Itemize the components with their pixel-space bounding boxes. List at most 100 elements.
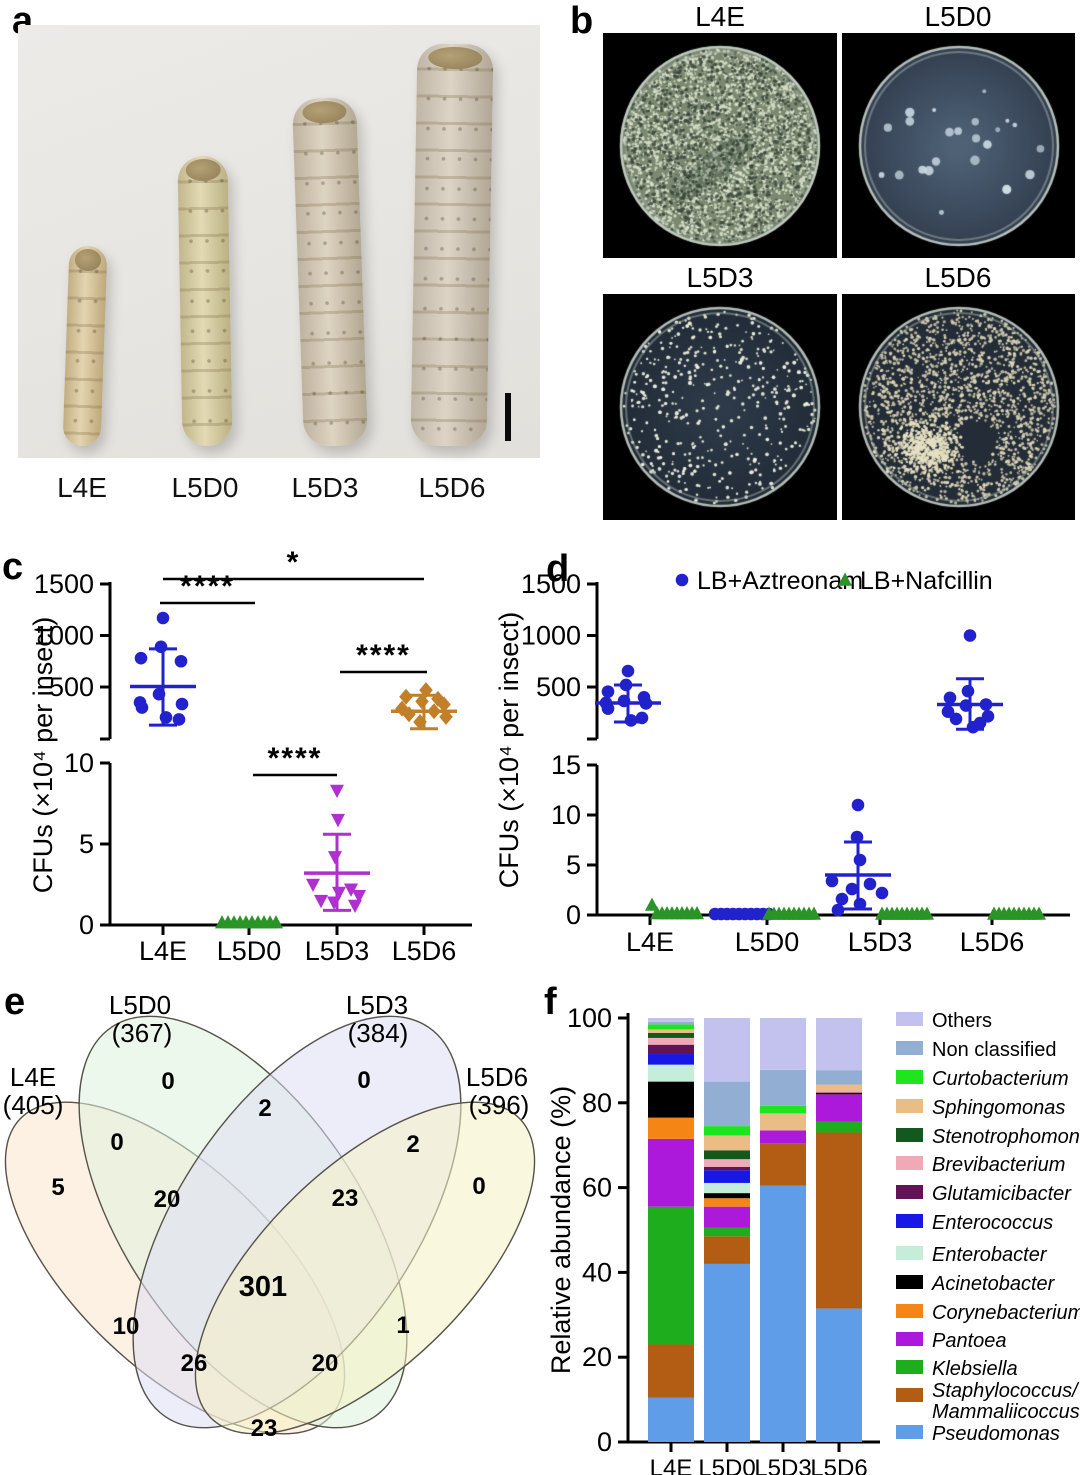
venn-region-count: 20 (312, 1350, 339, 1377)
venn-region-count: 23 (251, 1415, 278, 1442)
venn-region-count: 23 (332, 1185, 359, 1212)
larva-l5d3 (291, 96, 369, 448)
dish-label-l5d3: L5D3 (686, 262, 754, 293)
bar-segment (648, 1344, 694, 1398)
legend-swatch (896, 1246, 923, 1260)
bar-segment (704, 1135, 750, 1151)
bar-segment (648, 1064, 694, 1082)
specimen-label-l4e: L4E (57, 472, 107, 503)
bar-segment (816, 1308, 862, 1442)
y-tick-label: 100 (567, 1003, 612, 1033)
bar-segment (704, 1182, 750, 1194)
bar-segment (704, 1193, 750, 1199)
significance-label: **** (180, 570, 235, 603)
venn-set-total: (367) (112, 1018, 173, 1048)
x-category-label: L5D0 (735, 927, 800, 957)
venn-ellipse-l5d6 (194, 1101, 536, 1435)
legend-swatch (896, 1099, 923, 1113)
bar-segment (704, 1263, 750, 1442)
bar-segment (704, 1018, 750, 1082)
y-tick-label: 500 (536, 672, 581, 702)
venn-region-count: 26 (181, 1350, 208, 1377)
venn-set-label: L4E (10, 1062, 56, 1092)
venn-set-total: (384) (348, 1018, 409, 1048)
venn-set-total: (396) (469, 1090, 530, 1120)
y-tick-label: 80 (582, 1088, 612, 1118)
legend-label: Sphingomonas (932, 1097, 1065, 1119)
legend-label: Mammaliicoccus (932, 1401, 1080, 1423)
y-tick-label: 5 (566, 850, 581, 880)
bar-segment (704, 1126, 750, 1136)
legend-swatch (896, 1214, 923, 1228)
bar-segment (816, 1084, 862, 1091)
petri-dish-photo-l4e (603, 33, 837, 258)
venn-region-count: 2 (258, 1095, 271, 1122)
legend-swatch (896, 1185, 923, 1199)
legend-swatch (896, 1128, 923, 1142)
legend-label: Staphylococcus/ (932, 1380, 1080, 1402)
bar-segment (704, 1166, 750, 1171)
panel-c-letter: c (2, 546, 24, 588)
x-category-label: L4E (650, 1455, 693, 1475)
venn-region-count: 0 (472, 1173, 485, 1200)
legend-swatch (896, 1425, 923, 1439)
bar-segment (760, 1018, 806, 1070)
specimen-label-l5d3: L5D3 (291, 472, 359, 503)
petri-dish-photo-l5d3 (603, 294, 837, 520)
scale-bar (505, 393, 511, 441)
larva-spots (291, 96, 369, 448)
bar-segment (704, 1150, 750, 1160)
y-tick-label: 0 (79, 910, 94, 940)
y-tick-label: 0 (566, 900, 581, 930)
y-tick-label: 20 (582, 1342, 612, 1372)
y-tick-label: 15 (551, 750, 581, 780)
legend-label: Others (932, 1010, 992, 1032)
legend-swatch (896, 1304, 923, 1318)
venn-region-count: 0 (161, 1068, 174, 1095)
legend-label: Stenotrophomonas (932, 1126, 1080, 1148)
venn-region-count: 1 (396, 1312, 409, 1339)
y-tick-label: 10 (551, 800, 581, 830)
bar-segment (816, 1092, 862, 1095)
legend-swatch (896, 1012, 923, 1026)
bar-segment (648, 1029, 694, 1033)
bar-segment (648, 1018, 694, 1022)
significance-label: **** (268, 742, 323, 775)
bar-segment (648, 1037, 694, 1045)
bar-segment (704, 1227, 750, 1237)
dish-label-l5d0: L5D0 (924, 1, 992, 32)
legend-label: Corynebacterium (932, 1302, 1080, 1324)
x-category-label: L5D3 (754, 1455, 811, 1475)
petri-dish-l4e (616, 41, 824, 250)
bar-segment (648, 1081, 694, 1118)
larva-l5d6 (410, 43, 494, 447)
legend-swatch (896, 1360, 923, 1374)
y-tick-label: 0 (597, 1427, 612, 1457)
panel-d-chart: 1500 1000 500 15 10 5 0 L4E L5D0 L5D3 L5D6 CFUs (×1… (494, 567, 1070, 957)
y-tick-label: 1000 (34, 621, 94, 651)
venn-region-count: 20 (154, 1186, 181, 1213)
bar-segment (816, 1132, 862, 1309)
y-tick-label: 1000 (521, 621, 581, 651)
legend-label-nafcillin: LB+Nafcillin (860, 567, 993, 595)
y-tick-label: 1500 (521, 569, 581, 599)
bar-segment (760, 1185, 806, 1442)
y-tick-label: 60 (582, 1173, 612, 1203)
legend-label: Curtobacterium (932, 1068, 1069, 1090)
y-tick-label: 1500 (34, 569, 94, 599)
larva-l4e (62, 245, 108, 447)
bar-segment (648, 1206, 694, 1345)
bar-segment (760, 1113, 806, 1131)
petri-dish-l5d6 (854, 303, 1063, 511)
bar-segment (816, 1018, 862, 1071)
bar-segment (648, 1024, 694, 1030)
panel-b-letter: b (570, 0, 594, 42)
legend-label: Non classified (932, 1039, 1057, 1061)
bar-segment (816, 1121, 862, 1133)
x-category-label: L5D0 (698, 1455, 755, 1475)
panel-e-letter: e (4, 981, 26, 1023)
legend-swatch (896, 1275, 923, 1289)
